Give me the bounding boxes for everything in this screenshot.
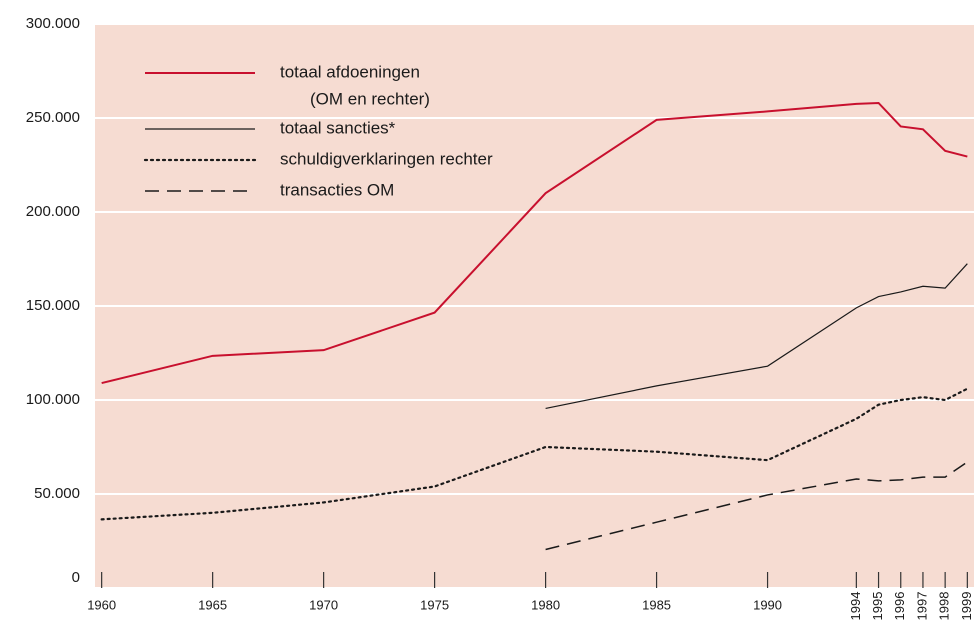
x-tick-label: 1980 bbox=[531, 597, 560, 612]
y-tick-label: 50.000 bbox=[34, 485, 80, 502]
series-line bbox=[545, 461, 968, 551]
legend-label: schuldigverklaringen rechter bbox=[280, 149, 493, 168]
x-tick-label: 1998 bbox=[937, 592, 952, 621]
legend-label: totaal sancties* bbox=[280, 118, 396, 137]
x-tick-label: 1970 bbox=[309, 597, 338, 612]
y-tick-label: 300.000 bbox=[26, 15, 80, 32]
x-tick-label: 1994 bbox=[848, 592, 863, 621]
y-tick-label: 0 bbox=[72, 569, 80, 586]
x-tick-label: 1985 bbox=[642, 597, 671, 612]
x-tick-label: 1995 bbox=[870, 592, 885, 621]
x-tick-label: 1965 bbox=[198, 597, 227, 612]
y-tick-label: 250.000 bbox=[26, 109, 80, 126]
x-tick-label: 1975 bbox=[420, 597, 449, 612]
x-tick-label: 1990 bbox=[753, 597, 782, 612]
series-line bbox=[545, 263, 968, 410]
x-tick-label: 1997 bbox=[914, 592, 929, 621]
y-tick-label: 200.000 bbox=[26, 203, 80, 220]
x-tick-label: 1996 bbox=[892, 592, 907, 621]
legend-label: totaal afdoeningen bbox=[280, 62, 420, 81]
y-tick-label: 100.000 bbox=[26, 391, 80, 408]
y-tick-label: 150.000 bbox=[26, 297, 80, 314]
series-line bbox=[101, 101, 968, 385]
legend-label: transacties OM bbox=[280, 180, 394, 199]
legend-note: (OM en rechter) bbox=[310, 89, 430, 108]
x-tick-label: 1960 bbox=[87, 597, 116, 612]
series-line bbox=[100, 387, 969, 521]
x-tick-label: 1999 bbox=[959, 592, 974, 621]
